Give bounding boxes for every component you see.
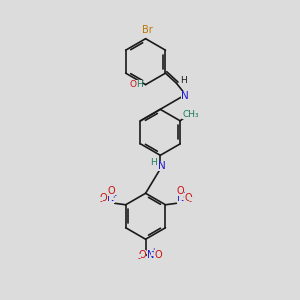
Text: H: H [151, 158, 157, 166]
Text: N: N [147, 250, 155, 260]
Text: N: N [158, 161, 166, 171]
Text: H: H [180, 76, 187, 85]
Text: +: + [151, 248, 157, 256]
Text: O: O [184, 193, 192, 203]
Text: O: O [107, 186, 115, 196]
Text: O: O [176, 186, 184, 196]
Text: O: O [130, 80, 137, 89]
Text: -: - [189, 197, 192, 206]
Text: +: + [180, 191, 186, 200]
Text: -: - [138, 254, 141, 263]
Text: O: O [154, 250, 162, 260]
Text: Br: Br [142, 26, 152, 35]
Text: O: O [100, 193, 107, 203]
Text: N: N [107, 193, 115, 203]
Text: +: + [110, 191, 117, 200]
Text: N: N [176, 193, 184, 203]
Text: O: O [139, 250, 146, 260]
Text: H: H [136, 80, 142, 89]
Text: CH₃: CH₃ [182, 110, 199, 119]
Text: -: - [100, 197, 103, 206]
Text: N: N [181, 91, 188, 100]
